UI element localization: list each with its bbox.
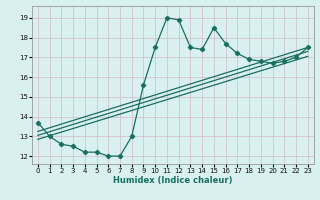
X-axis label: Humidex (Indice chaleur): Humidex (Indice chaleur) <box>113 176 233 185</box>
